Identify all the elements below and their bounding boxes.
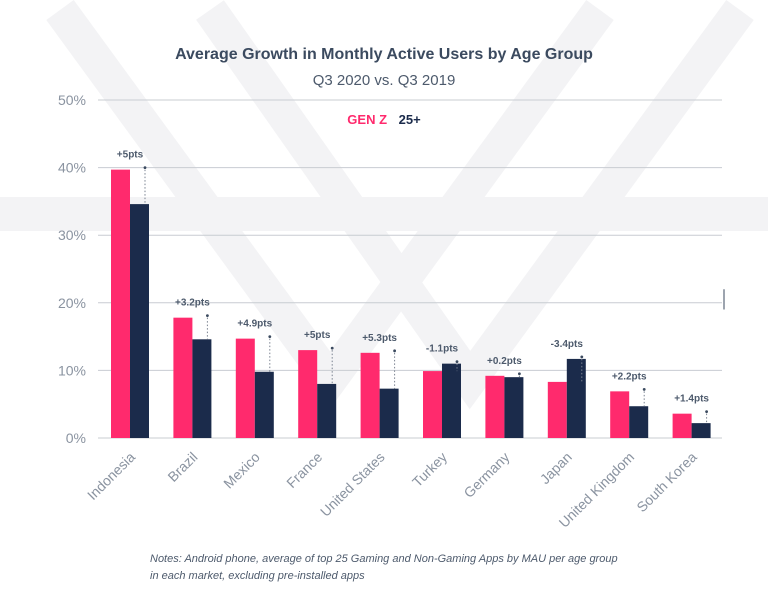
bar-gen-z: [485, 375, 505, 438]
difference-label: +5.3pts: [362, 333, 397, 344]
y-tick-label: 50%: [58, 92, 86, 108]
legend: GEN Z 25+: [0, 112, 768, 127]
difference-dot: [393, 349, 396, 353]
bar-25-plus: [691, 423, 711, 438]
bar-25-plus: [130, 204, 149, 438]
x-tick-label: Japan: [537, 449, 575, 487]
difference-label: +4.9pts: [237, 319, 272, 330]
difference-dot: [580, 355, 584, 359]
bar-25-plus: [629, 406, 649, 438]
bar-gen-z: [298, 350, 318, 438]
difference-label: +5pts: [304, 330, 331, 341]
bar-25-plus: [379, 388, 399, 438]
x-tick-label: Germany: [460, 449, 512, 501]
difference-label: +0.2pts: [487, 356, 522, 367]
x-tick-label: Turkey: [409, 449, 450, 490]
bar-gen-z: [672, 413, 692, 438]
x-tick-label: Indonesia: [84, 449, 138, 503]
legend-25-plus: 25+: [398, 112, 421, 127]
bar-gen-z: [610, 391, 630, 438]
difference-dot: [330, 346, 334, 350]
x-tick-label: United States: [317, 449, 388, 520]
x-tick-label: Mexico: [220, 449, 263, 492]
difference-label: +3.2pts: [175, 298, 210, 309]
bar-gen-z: [547, 381, 567, 438]
x-tick-label: South Korea: [633, 449, 700, 516]
bar-25-plus: [317, 383, 337, 438]
difference-dot: [268, 335, 272, 339]
difference-dot: [143, 166, 147, 170]
difference-dot: [642, 387, 646, 391]
difference-dot: [705, 410, 708, 414]
bar-gen-z: [235, 338, 255, 438]
chart-subtitle: Q3 2020 vs. Q3 2019: [312, 72, 456, 89]
chart-title: Average Growth in Monthly Active Users b…: [175, 46, 593, 63]
bar-gen-z: [423, 371, 442, 438]
legend-gen-z: GEN Z: [347, 112, 388, 127]
difference-label: +2.2pts: [612, 371, 647, 382]
difference-dot: [206, 314, 209, 318]
y-tick-label: 20%: [58, 295, 86, 311]
difference-label: -1.1pts: [426, 344, 459, 355]
difference-label: -3.4pts: [551, 339, 584, 350]
bar-25-plus: [442, 363, 461, 438]
difference-label: +1.4pts: [674, 394, 709, 405]
chart-notes: Notes: Android phone, average of top 25 …: [150, 553, 618, 582]
y-tick-label: 30%: [58, 227, 86, 243]
y-tick-label: 0%: [66, 430, 86, 446]
bar-gen-z: [173, 317, 193, 438]
difference-dot: [455, 360, 459, 364]
difference-label: +5pts: [117, 150, 144, 161]
bar-25-plus: [566, 358, 586, 438]
y-tick-label: 40%: [58, 160, 86, 176]
x-tick-label: France: [283, 449, 325, 491]
x-tick-label: Brazil: [164, 449, 200, 485]
bar-25-plus: [504, 377, 524, 438]
bar-gen-z: [360, 352, 380, 438]
bar-gen-z: [111, 169, 130, 439]
bar-25-plus: [192, 339, 212, 438]
difference-dot: [518, 372, 521, 376]
bar-25-plus: [254, 371, 274, 438]
y-tick-label: 10%: [58, 362, 86, 378]
